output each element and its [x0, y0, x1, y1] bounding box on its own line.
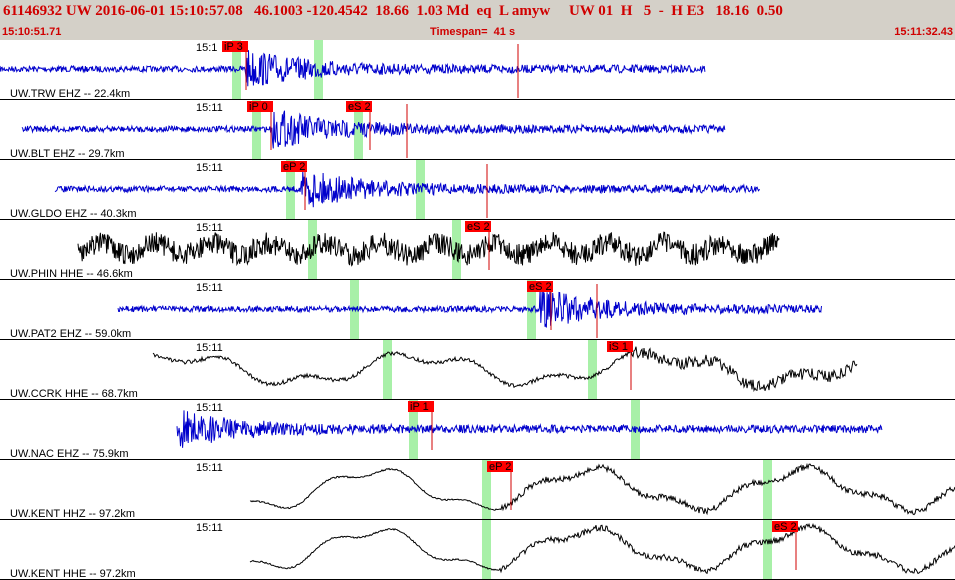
- waveform: [77, 231, 780, 267]
- pick-label: iS 1: [609, 341, 628, 353]
- traces: iP 3 15:1 UW.TRW EHZ -- 22.4km iP 0 eS 2 15:1…: [0, 40, 955, 580]
- pick-box: [247, 101, 273, 112]
- pick-label: eS 2: [467, 221, 490, 233]
- pick-box: [346, 101, 372, 112]
- time-label: 15:11: [196, 342, 223, 354]
- pick-window: [354, 100, 363, 159]
- pick-box: [222, 41, 248, 52]
- pick-label: eS 2: [529, 281, 552, 293]
- waveform: [21, 110, 726, 149]
- pick-window: [416, 160, 425, 219]
- waveform: [152, 346, 858, 393]
- pick-window: [409, 400, 418, 459]
- time-label: 15:1: [196, 42, 217, 54]
- pick-window: [588, 340, 597, 399]
- time-label: 15:11: [196, 522, 223, 534]
- station-label: UW.PHIN HHE -- 46.6km: [10, 268, 133, 280]
- event-line: 61146932 UW 2016-06-01 15:10:57.08 46.10…: [3, 3, 783, 19]
- pick-box: [465, 221, 491, 232]
- time-label: 15:11: [196, 282, 223, 294]
- pick-window: [763, 460, 772, 519]
- pick-box: [408, 401, 434, 412]
- waveform: [176, 410, 883, 448]
- pick-label: eS 2: [774, 521, 797, 533]
- waveform: [0, 50, 706, 87]
- pick-window: [314, 40, 323, 99]
- pick-label: iP 1: [410, 401, 429, 413]
- pick-label: eS 2: [348, 101, 371, 113]
- time-label: 15:11: [196, 462, 223, 474]
- time-label: 15:11: [196, 102, 223, 114]
- station-label: UW.CCRK HHE -- 68.7km: [10, 388, 138, 400]
- start-time: 15:10:51.71: [2, 26, 62, 38]
- time-label: 15:11: [196, 402, 223, 414]
- pick-label: iP 0: [249, 101, 268, 113]
- timespan: Timespan= 41 s: [430, 26, 516, 38]
- waveform: [249, 462, 955, 516]
- waveform: [54, 171, 760, 208]
- pick-box: [607, 341, 633, 352]
- pick-label: iP 3: [224, 41, 243, 53]
- pick-box: [281, 161, 307, 172]
- waveform: [117, 288, 822, 328]
- header: 61146932 UW 2016-06-01 15:10:57.08 46.10…: [0, 0, 955, 40]
- station-label: UW.KENT HHE -- 97.2km: [10, 568, 136, 580]
- waveform: [249, 522, 955, 575]
- pick-label: eP 2: [283, 161, 305, 173]
- station-label: UW.BLT EHZ -- 29.7km: [10, 148, 125, 160]
- station-label: UW.KENT HHZ -- 97.2km: [10, 508, 135, 520]
- station-label: UW.NAC EHZ -- 75.9km: [10, 448, 129, 460]
- pick-box: [487, 461, 513, 472]
- end-time: 15:11:32.43: [894, 26, 953, 38]
- pick-window: [763, 520, 772, 579]
- pick-box: [527, 281, 553, 292]
- pick-label: eP 2: [489, 461, 511, 473]
- station-label: UW.GLDO EHZ -- 40.3km: [10, 208, 137, 220]
- station-label: UW.TRW EHZ -- 22.4km: [10, 88, 130, 100]
- station-label: UW.PAT2 EHZ -- 59.0km: [10, 328, 131, 340]
- pick-window: [482, 460, 491, 519]
- pick-window: [383, 340, 392, 399]
- pick-box: [772, 521, 798, 532]
- pick-window: [482, 520, 491, 579]
- pick-window: [308, 220, 317, 279]
- time-label: 15:11: [196, 222, 223, 234]
- time-label: 15:11: [196, 162, 223, 174]
